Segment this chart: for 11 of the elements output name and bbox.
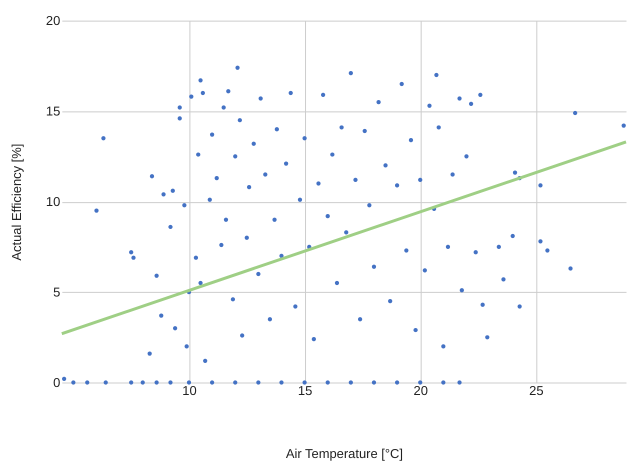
x-tick-label: 15 <box>298 382 312 398</box>
x-tick-label: 10 <box>182 382 197 398</box>
y-tick-label: 5 <box>53 284 60 300</box>
y-axis-title: Actual Efficiency [%] <box>8 144 24 261</box>
x-tick-label: 25 <box>529 382 544 398</box>
x-tick-label: 20 <box>414 382 428 398</box>
y-tick-label: 10 <box>46 194 60 210</box>
y-tick-label: 0 <box>53 375 60 390</box>
x-axis-title: Air Temperature [°C] <box>286 446 403 461</box>
y-tick-label: 20 <box>46 13 60 28</box>
y-tick-label: 15 <box>46 104 60 119</box>
